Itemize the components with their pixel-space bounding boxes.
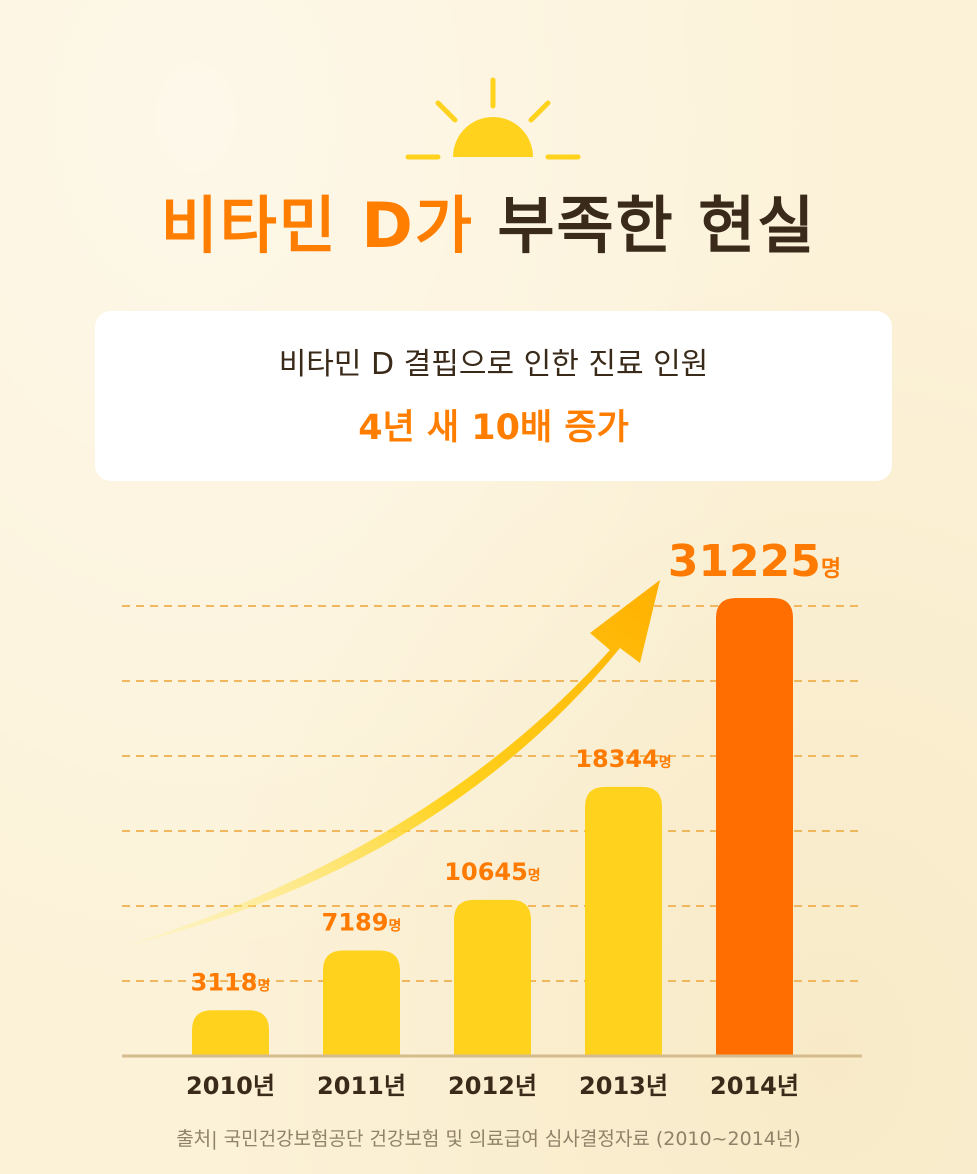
title-rest: 부족한 현실 [497,189,817,262]
value-label-5: 31225명 [668,536,841,587]
bar-1 [192,1010,269,1056]
sun-icon [405,77,581,160]
value-labels: 3118명 7189명 10645명 18344명 31225명 [191,536,842,996]
summary-headline: 4년 새 10배 증가 [358,408,629,448]
bars [192,598,793,1056]
value-label-4: 18344명 [575,745,671,773]
bar-3 [454,899,531,1056]
value-label-1: 3118명 [191,968,271,996]
x-tick-4: 2013년 [579,1072,668,1100]
page-title: 비타민 D가 부족한 현실 [0,186,977,266]
bar-4 [585,786,662,1056]
x-tick-2: 2011년 [317,1072,406,1100]
source-note: 출처| 국민건강보험공단 건강보험 및 의료급여 심사결정자료 (2010~20… [176,1128,801,1150]
x-tick-3: 2012년 [448,1072,537,1100]
summary-subtitle: 비타민 D 결핍으로 인한 진료 인원 [278,347,709,382]
value-label-2: 7189명 [322,909,402,937]
x-tick-1: 2010년 [186,1072,275,1100]
x-axis-ticks: 2010년 2011년 2012년 2013년 2014년 [186,1072,799,1100]
bar-5 [716,598,793,1056]
value-label-3: 10645명 [444,858,540,886]
x-tick-5: 2014년 [710,1072,799,1100]
summary-card: 비타민 D 결핍으로 인한 진료 인원 4년 새 10배 증가 [95,311,892,481]
title-highlight: 비타민 D가 [160,189,474,262]
bar-2 [323,950,400,1056]
